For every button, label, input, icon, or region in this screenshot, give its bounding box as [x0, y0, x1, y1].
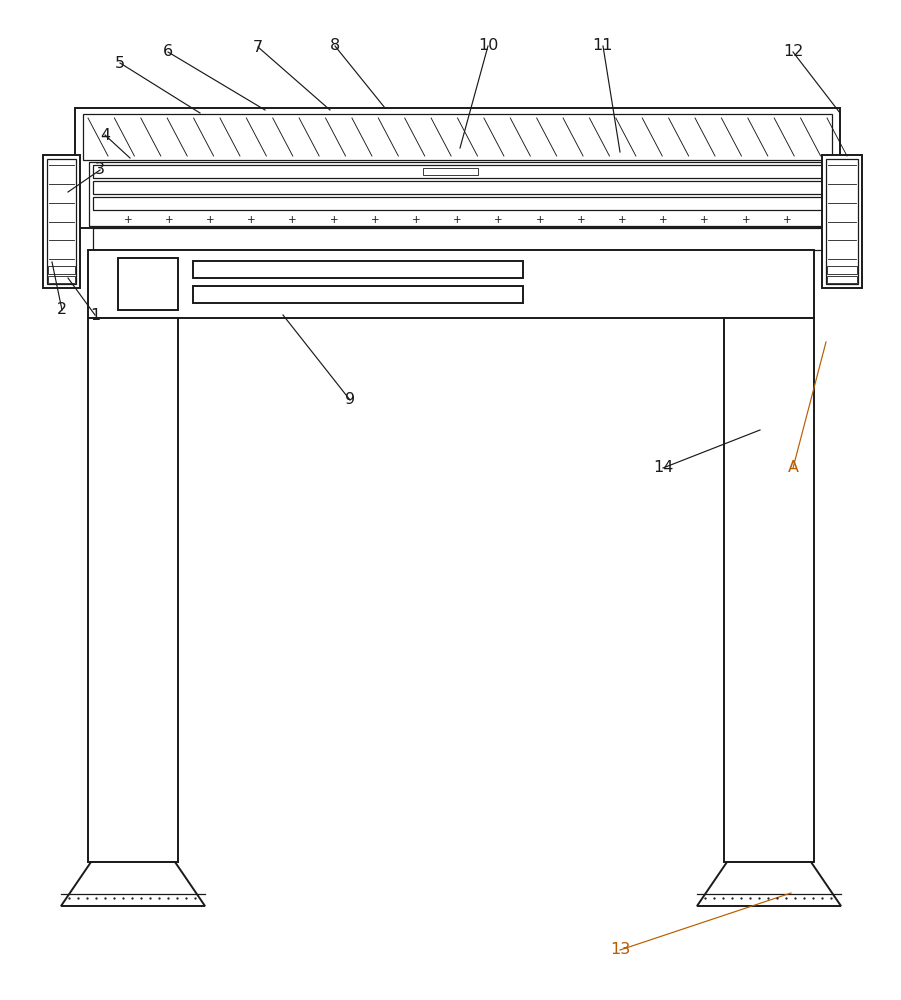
- Text: 1: 1: [90, 308, 100, 322]
- Bar: [88, 318, 178, 862]
- Bar: [75, 108, 840, 228]
- Bar: [822, 155, 862, 288]
- Text: +: +: [288, 215, 297, 225]
- Text: +: +: [247, 215, 256, 225]
- Text: +: +: [618, 215, 626, 225]
- Text: +: +: [535, 215, 544, 225]
- Bar: [48, 276, 75, 283]
- Text: 5: 5: [115, 55, 125, 70]
- Bar: [89, 162, 826, 226]
- Text: +: +: [371, 215, 379, 225]
- Text: +: +: [495, 215, 503, 225]
- Text: 8: 8: [330, 38, 340, 53]
- Bar: [724, 318, 814, 862]
- Bar: [826, 159, 858, 284]
- Text: 13: 13: [610, 942, 630, 958]
- Text: 11: 11: [593, 38, 614, 53]
- Bar: [88, 250, 814, 318]
- Text: +: +: [206, 215, 214, 225]
- Text: +: +: [123, 215, 132, 225]
- Text: +: +: [783, 215, 791, 225]
- Text: 14: 14: [653, 460, 673, 476]
- Polygon shape: [61, 862, 205, 906]
- Text: 9: 9: [345, 392, 355, 408]
- Text: +: +: [577, 215, 586, 225]
- Text: +: +: [742, 215, 751, 225]
- Bar: [43, 155, 80, 288]
- Text: +: +: [412, 215, 421, 225]
- Text: +: +: [660, 215, 668, 225]
- Polygon shape: [697, 862, 841, 906]
- Bar: [827, 276, 857, 283]
- Bar: [827, 266, 857, 274]
- Bar: [193, 286, 523, 303]
- Text: 7: 7: [253, 39, 263, 54]
- Bar: [48, 266, 75, 274]
- Text: +: +: [700, 215, 709, 225]
- Text: 12: 12: [783, 44, 803, 60]
- Text: +: +: [453, 215, 462, 225]
- Text: 3: 3: [95, 162, 105, 178]
- Text: 6: 6: [163, 44, 173, 60]
- Bar: [83, 114, 832, 160]
- Bar: [93, 197, 822, 210]
- Text: 4: 4: [100, 127, 110, 142]
- Text: +: +: [165, 215, 174, 225]
- Text: +: +: [330, 215, 338, 225]
- Bar: [423, 168, 478, 175]
- Text: 10: 10: [478, 38, 498, 53]
- Text: A: A: [787, 460, 798, 476]
- Text: 2: 2: [57, 302, 67, 318]
- Bar: [93, 228, 822, 250]
- Bar: [93, 181, 822, 194]
- Bar: [93, 165, 822, 178]
- Bar: [118, 258, 178, 310]
- Bar: [193, 261, 523, 278]
- Bar: [47, 159, 76, 284]
